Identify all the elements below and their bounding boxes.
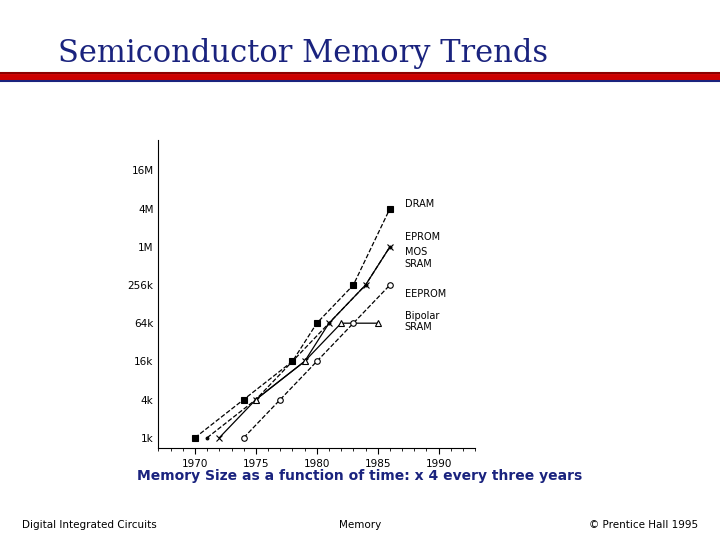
Text: EPROM: EPROM [405,232,440,242]
Text: © Prentice Hall 1995: © Prentice Hall 1995 [589,520,698,530]
Text: Memory: Memory [339,520,381,530]
Text: MOS
SRAM: MOS SRAM [405,247,432,269]
Text: Bipolar
SRAM: Bipolar SRAM [405,310,439,332]
Text: EEPROM: EEPROM [405,289,446,299]
Text: Memory Size as a function of time: x 4 every three years: Memory Size as a function of time: x 4 e… [138,469,582,483]
Text: DRAM: DRAM [405,199,433,209]
Text: Digital Integrated Circuits: Digital Integrated Circuits [22,520,156,530]
Text: Semiconductor Memory Trends: Semiconductor Memory Trends [58,38,548,69]
